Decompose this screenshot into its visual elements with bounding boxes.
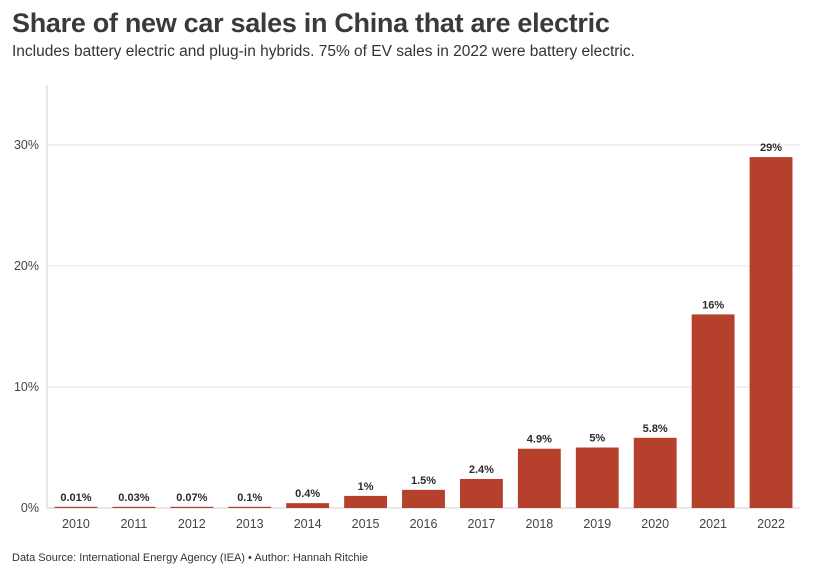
data-label: 5.8% xyxy=(643,423,668,435)
bar xyxy=(286,503,330,508)
y-axis: 0% 10% 20% 30% xyxy=(14,85,48,515)
x-tick-label: 2015 xyxy=(352,517,380,531)
bar xyxy=(344,495,388,508)
y-tick-label: 10% xyxy=(14,380,39,394)
data-label: 29% xyxy=(760,142,782,154)
y-tick-label: 20% xyxy=(14,259,39,273)
x-tick-label: 2021 xyxy=(699,517,727,531)
data-label: 0.07% xyxy=(176,492,207,504)
x-axis: 2010 2011 2012 2013 2014 2015 2016 2017 2018 2019… xyxy=(62,517,785,531)
data-labels: 0.01% 0.03% 0.07% 0.1% 0.4% 1% 1.5% 2.4% 4.9% 5% 5… xyxy=(60,142,782,504)
x-tick-label: 2013 xyxy=(236,517,264,531)
x-tick-label: 2017 xyxy=(468,517,496,531)
y-tick-label: 0% xyxy=(21,501,39,515)
bar xyxy=(54,506,98,508)
bar xyxy=(691,314,735,508)
data-label: 2.4% xyxy=(469,464,494,476)
x-tick-label: 2010 xyxy=(62,517,90,531)
data-label: 5% xyxy=(589,433,605,445)
x-tick-label: 2016 xyxy=(410,517,438,531)
bars xyxy=(54,157,793,508)
bar xyxy=(575,447,619,508)
bar xyxy=(170,506,214,508)
x-tick-label: 2012 xyxy=(178,517,206,531)
x-tick-label: 2011 xyxy=(120,517,147,531)
y-tick-label: 30% xyxy=(14,138,39,152)
bar xyxy=(228,506,272,508)
data-label: 0.03% xyxy=(118,492,149,504)
grid-lines xyxy=(47,144,800,509)
bar xyxy=(633,437,677,508)
chart-title: Share of new car sales in China that are… xyxy=(12,8,610,38)
bar xyxy=(517,448,561,508)
x-tick-label: 2022 xyxy=(757,517,785,531)
data-label: 0.4% xyxy=(295,488,320,500)
bar xyxy=(402,489,445,508)
data-label: 4.9% xyxy=(527,434,552,446)
bar xyxy=(112,506,156,508)
data-label: 1% xyxy=(358,481,374,493)
source-footer: Data Source: International Energy Agency… xyxy=(12,552,369,564)
chart-subtitle: Includes battery electric and plug-in hy… xyxy=(12,43,635,60)
x-tick-label: 2020 xyxy=(641,517,669,531)
data-label: 16% xyxy=(702,299,724,311)
x-tick-label: 2018 xyxy=(525,517,553,531)
data-label: 0.1% xyxy=(237,492,262,504)
data-label: 1.5% xyxy=(411,475,436,487)
data-label: 0.01% xyxy=(60,492,91,504)
x-tick-label: 2019 xyxy=(583,517,611,531)
bar xyxy=(749,157,793,508)
x-tick-label: 2014 xyxy=(294,517,322,531)
bar xyxy=(459,478,503,508)
